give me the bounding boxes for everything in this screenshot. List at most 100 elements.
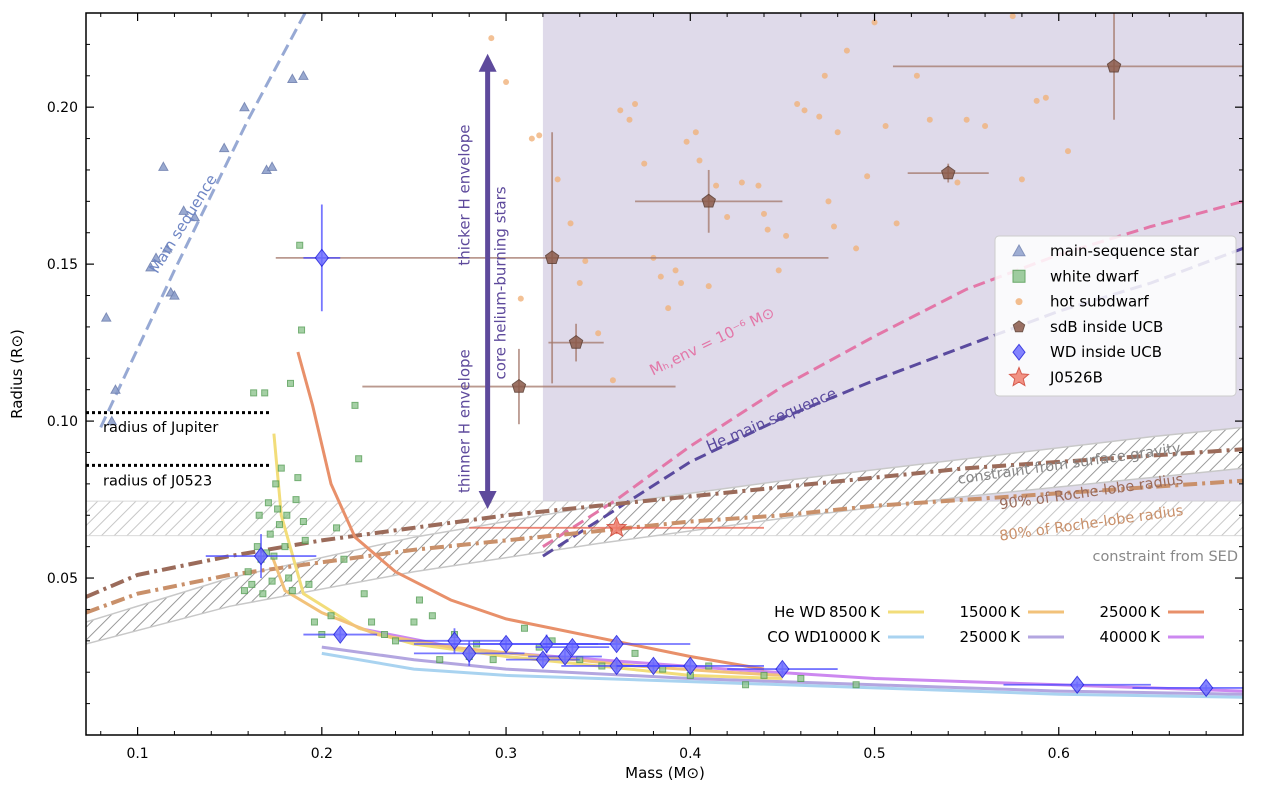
white-dwarf-point — [283, 511, 291, 519]
white-dwarf-point — [760, 671, 768, 679]
main-sequence-point — [298, 70, 309, 80]
white-dwarf-point — [281, 543, 289, 551]
hot-subdwarf-point — [528, 135, 535, 142]
y-tick-label: 0.10 — [47, 414, 78, 430]
data-points — [100, 13, 1243, 698]
hot-subdwarf-point — [775, 267, 782, 274]
he-wd-legend-title: He WD — [774, 603, 826, 621]
main-sequence-point — [158, 161, 169, 171]
white-dwarf-point — [296, 241, 304, 249]
main-sequence-point — [286, 73, 298, 84]
axis-ticks: 0.1 0.2 0.3 0.4 0.5 0.6 0.05 0.10 0.15 0.20 — [47, 13, 1243, 762]
legend-label: hot subdwarf — [1050, 293, 1149, 311]
white-dwarf-point — [298, 326, 306, 334]
main-sequence-point — [106, 415, 118, 426]
y-tick-label: 0.15 — [47, 257, 78, 273]
he-wd-legend-label: 8500 K — [829, 603, 881, 621]
hot-subdwarf-point — [1009, 13, 1016, 20]
white-dwarf-point — [259, 590, 267, 598]
envelope-arrow-up-head — [478, 53, 497, 72]
wd-ucb-point — [253, 546, 269, 566]
legend-marker-square — [1012, 269, 1026, 283]
hot-subdwarf-point — [632, 101, 639, 108]
hot-subdwarf-point — [683, 138, 690, 145]
hot-subdwarf-point — [503, 79, 510, 86]
hot-subdwarf-point — [678, 279, 685, 286]
hot-subdwarf-point — [853, 245, 860, 252]
hot-subdwarf-point — [834, 129, 841, 136]
white-dwarf-point — [294, 474, 302, 482]
hot-subdwarf-point — [963, 116, 970, 123]
white-dwarf-point — [268, 577, 276, 585]
white-dwarf-point — [428, 612, 436, 620]
hot-subdwarf-point — [692, 129, 699, 136]
wd-ucb-point — [557, 647, 573, 666]
he-wd-legend-label: 25000 K — [1099, 603, 1161, 621]
hot-subdwarf-point — [882, 123, 889, 130]
hot-subdwarf-point — [801, 107, 808, 114]
hot-subdwarf-point — [576, 279, 583, 286]
white-dwarf-point — [277, 464, 285, 472]
wd-ucb-point — [775, 659, 790, 679]
x-tick-label: 0.3 — [495, 746, 517, 762]
white-dwarf-point — [368, 618, 376, 626]
main-sequence-point — [169, 289, 180, 300]
sdb-ucb-point — [568, 334, 584, 349]
wd-ucb-point — [314, 248, 329, 268]
legend: main-sequence star white dwarf hot subdwar… — [994, 235, 1237, 397]
hot-subdwarf-point — [517, 295, 524, 302]
hot-subdwarf-point — [696, 157, 703, 164]
hot-subdwarf-point — [825, 198, 832, 205]
white-dwarf-point — [631, 649, 639, 657]
white-dwarf-point — [255, 511, 263, 519]
hot-subdwarf-point — [764, 226, 771, 233]
hot-subdwarf-point — [760, 210, 767, 217]
white-dwarf-point — [380, 631, 388, 639]
legend-marker-diamond — [1012, 343, 1026, 361]
legend-marker-pentagon — [1012, 320, 1026, 333]
white-dwarf-point — [292, 496, 300, 504]
hot-subdwarf-point — [665, 305, 672, 312]
x-tick-label: 0.5 — [863, 746, 885, 762]
wd-ucb-point — [1199, 678, 1214, 698]
hot-subdwarf-point — [582, 257, 589, 264]
hot-subdwarf-point — [843, 47, 850, 54]
roche-90-line — [86, 447, 1243, 599]
white-dwarf-point — [360, 590, 368, 598]
hot-subdwarf-point — [536, 132, 543, 139]
hot-subdwarf-point — [657, 273, 664, 280]
hot-subdwarf-point — [864, 173, 871, 180]
wd-ucb-point — [333, 625, 348, 644]
x-tick-label: 0.1 — [126, 746, 148, 762]
co-wd-10000-track — [321, 651, 1243, 699]
white-dwarf-point — [410, 618, 418, 626]
hot-subdwarf-point — [554, 176, 561, 183]
hot-subdwarf-point — [567, 220, 574, 227]
hot-subdwarf-point — [641, 160, 648, 167]
white-dwarf-point — [301, 536, 309, 544]
co-wd-legend-label: 10000 K — [819, 628, 881, 646]
he-wd-15000-track — [270, 555, 783, 677]
hot-subdwarf-point — [821, 72, 828, 79]
main-sequence-point — [189, 211, 201, 222]
white-dwarf-point — [261, 389, 269, 397]
hot-subdwarf-point — [705, 283, 712, 290]
surface-gravity-band — [86, 426, 1243, 645]
white-dwarf-point — [489, 656, 497, 664]
hot-subdwarf-point — [816, 113, 823, 120]
main-sequence-point — [150, 252, 162, 262]
main-sequence-point — [178, 205, 189, 215]
hot-subdwarf-point — [672, 267, 679, 274]
core-helium-label: core helium-burning stars — [492, 186, 510, 379]
main-sequence-point — [218, 142, 230, 153]
legend-label: main-sequence star — [1050, 242, 1200, 260]
main-sequence-point — [110, 384, 121, 394]
hot-subdwarf-point — [954, 179, 961, 186]
he-wd-legend-label: 15000 K — [959, 603, 1021, 621]
hot-subdwarf-point — [926, 116, 933, 123]
white-dwarf-point — [240, 587, 248, 595]
white-dwarf-point — [351, 401, 359, 409]
white-dwarf-point — [333, 524, 341, 532]
hot-subdwarf-point — [982, 123, 989, 130]
